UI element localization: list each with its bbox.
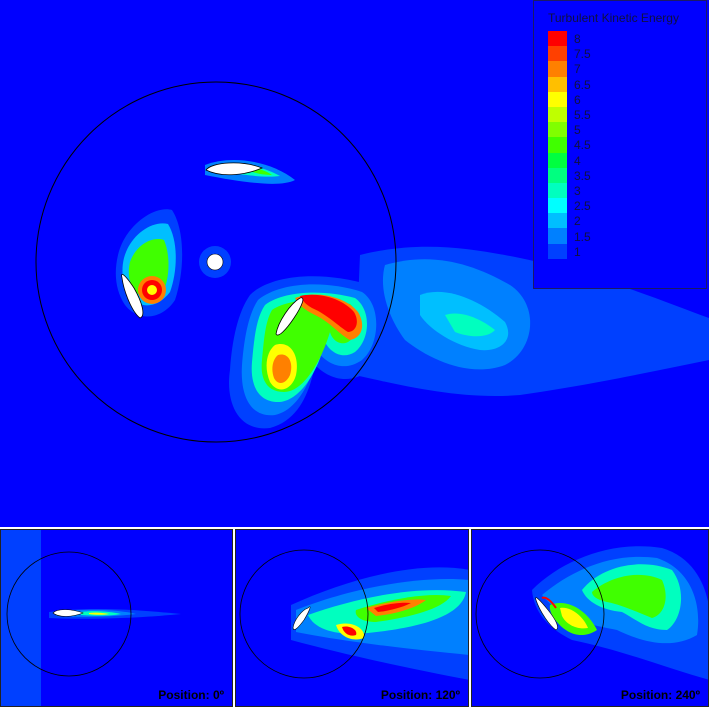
wake-plume [355, 246, 709, 396]
shaft [206, 253, 224, 271]
legend-swatch [548, 46, 567, 62]
panel-120-blade [292, 606, 311, 630]
legend-swatch [548, 198, 567, 214]
legend-label: 4 [574, 153, 581, 168]
color-legend: Turbulent Kinetic Energy 8 7.5 7 6.5 6 5.5 5 4.… [533, 0, 707, 289]
legend-swatch [548, 228, 567, 244]
panel-0-rotor-circle [6, 551, 132, 677]
blade-left [121, 274, 144, 319]
rotor-circle [35, 81, 397, 443]
main-contour-view: Turbulent Kinetic Energy 8 7.5 7 6.5 6 5.5 5 4.… [0, 0, 709, 527]
vortex-left [115, 209, 183, 317]
panel-0-blade [52, 609, 84, 617]
panel-position-120: Position: 120º [235, 529, 469, 707]
legend-title: Turbulent Kinetic Energy [548, 11, 679, 25]
legend-swatch [548, 152, 567, 168]
blade-right [275, 297, 304, 336]
legend-swatch [548, 106, 567, 123]
legend-label: 8 [574, 32, 581, 46]
legend-swatch [548, 167, 567, 183]
legend-label: 2 [574, 214, 581, 229]
legend-label: 3 [574, 184, 581, 198]
legend-label: 7 [574, 62, 581, 77]
panel-240-label: Position: 240º [620, 688, 700, 702]
legend-swatch [548, 122, 567, 138]
legend-label: 6 [574, 92, 581, 107]
legend-label: 2.5 [574, 199, 591, 214]
legend-swatch [548, 76, 567, 92]
legend-label: 7.5 [574, 47, 591, 62]
panel-position-0: Position: 0º [0, 529, 233, 707]
legend-swatch [548, 137, 567, 153]
legend-label: 4.5 [574, 138, 591, 153]
blade-top [205, 162, 264, 176]
legend-label: 5.5 [574, 108, 591, 122]
legend-swatch [548, 243, 567, 259]
legend-swatch [548, 61, 567, 77]
legend-label: 6.5 [574, 77, 591, 92]
legend-swatch [548, 91, 567, 107]
panel-position-240: Position: 240º [471, 529, 709, 707]
legend-label: 1.5 [574, 229, 591, 244]
legend-label: 3.5 [574, 168, 591, 183]
panel-120-label: Position: 120º [380, 688, 460, 702]
panel-0-label: Position: 0º [158, 688, 224, 702]
panel-120-rotor-circle [239, 549, 369, 679]
inlet-band [1, 530, 41, 706]
legend-swatch [548, 31, 567, 47]
panel-240-rotor-circle [475, 549, 605, 679]
panel-0-contour [1, 530, 232, 706]
legend-label: 5 [574, 123, 581, 138]
legend-label: 1 [574, 244, 581, 259]
legend-swatch [548, 213, 567, 229]
panel-240-contour [472, 530, 708, 706]
panel-120-contour [236, 530, 468, 706]
legend-color-bar [548, 31, 567, 259]
panel-240-blade [535, 597, 558, 631]
legend-swatch [548, 182, 567, 199]
